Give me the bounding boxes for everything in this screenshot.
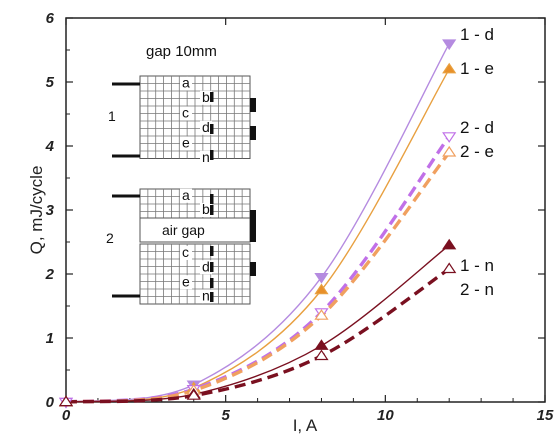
data-point-marker (314, 309, 329, 320)
inset-label-bg (180, 188, 192, 203)
series-lines (65, 43, 451, 404)
series-line (65, 244, 450, 403)
data-point-marker (58, 395, 74, 407)
data-point-marker (442, 145, 457, 157)
inset-inner-bar (210, 150, 214, 160)
series-markers (58, 39, 457, 409)
series-line (65, 267, 451, 404)
x-tick-label: 10 (377, 407, 394, 424)
inset-label-bg (180, 76, 192, 91)
data-point-marker (442, 62, 457, 74)
inset-layer-label: d (202, 258, 210, 274)
inset-layer-label: d (202, 119, 210, 135)
series-line (65, 151, 451, 404)
series-line (65, 135, 451, 404)
series-label: 1 - e (460, 59, 494, 78)
inset-inner-bar (210, 292, 214, 302)
inset-label-bg (200, 120, 212, 135)
y-tick-label: 1 (46, 330, 54, 347)
axis-tick-labels: 0 5 10 15 0 1 2 3 4 5 6 (45, 10, 554, 424)
inset-grid (139, 75, 251, 305)
x-tick-label: 0 (62, 407, 71, 424)
x-tick-label: 15 (537, 407, 554, 424)
y-tick-label: 5 (46, 74, 55, 91)
inset-label-bg (180, 275, 192, 290)
x-tick-label: 5 (221, 407, 230, 424)
inset-contact-bar (250, 262, 256, 276)
data-point-marker (314, 283, 329, 295)
data-point-marker (314, 349, 329, 361)
inset-inner-bar (210, 92, 214, 102)
series-label: 1 - d (460, 25, 494, 44)
inset-label-bg (180, 106, 192, 121)
inset-layer-label: n (202, 149, 210, 165)
inset-title: gap 10mm (146, 43, 217, 60)
inset-layer-label: c (182, 244, 189, 260)
inset-label-bg (200, 203, 212, 217)
data-point-marker (314, 273, 329, 284)
inset-inner-bar (210, 278, 214, 288)
inset-air-gap-label: air gap (162, 222, 205, 238)
inset-layer-label: a (182, 75, 190, 91)
inset-label-bg (200, 90, 212, 105)
x-axis-title: I, A (293, 416, 318, 435)
inset-label-bg (180, 136, 192, 151)
inset-group1-label: 1 (108, 108, 116, 124)
y-axis-title: Q, mJ/cycle (27, 166, 46, 255)
inset-layer-label: e (182, 273, 190, 289)
data-point-marker (442, 132, 457, 143)
series-line (65, 68, 450, 403)
y-tick-label: 4 (45, 138, 55, 155)
inset-air-gap-box (139, 217, 251, 243)
inset-layer-label: b (202, 201, 210, 217)
series-label: 1 - n (460, 256, 494, 275)
inset-contact-bar (250, 210, 256, 242)
axis-ticks (65, 17, 546, 403)
series-label: 2 - e (460, 142, 494, 161)
inset-layer-label: e (182, 135, 190, 151)
data-point-marker (442, 262, 457, 274)
inset-contact-bars (112, 82, 256, 302)
inset-layer-label: c (182, 105, 189, 121)
inset-group2-label: 2 (106, 230, 114, 246)
inset-inner-bar (210, 205, 214, 215)
inset-layer-label: n (202, 288, 210, 304)
data-point-marker (442, 238, 457, 250)
data-point-marker (442, 39, 457, 51)
inset-label-bg (200, 260, 212, 275)
y-tick-label: 0 (46, 394, 55, 411)
y-tick-label: 2 (45, 266, 55, 283)
inset-label-bg (200, 289, 212, 304)
inset-inner-bar (210, 124, 214, 134)
inset-layer-label: a (182, 187, 190, 203)
inset-inner-bar (210, 262, 214, 272)
data-point-marker (186, 389, 201, 400)
y-tick-label: 3 (46, 202, 55, 219)
y-tick-label: 6 (46, 10, 55, 27)
inset-contact-bar (250, 126, 256, 140)
inset-layer-label: b (202, 89, 210, 105)
series-label: 2 - n (460, 280, 494, 299)
inset-label-bg (200, 150, 212, 165)
inset-label-bg (180, 246, 192, 260)
series-label: 2 - d (460, 118, 494, 137)
series-labels: 1 - d 1 - e 2 - d 2 - e 1 - n 2 - n (460, 25, 494, 299)
inset-inner-bar (210, 194, 214, 204)
data-point-marker (314, 339, 329, 350)
inset-contact-bar (250, 98, 256, 112)
inset-inner-bar (210, 246, 214, 256)
